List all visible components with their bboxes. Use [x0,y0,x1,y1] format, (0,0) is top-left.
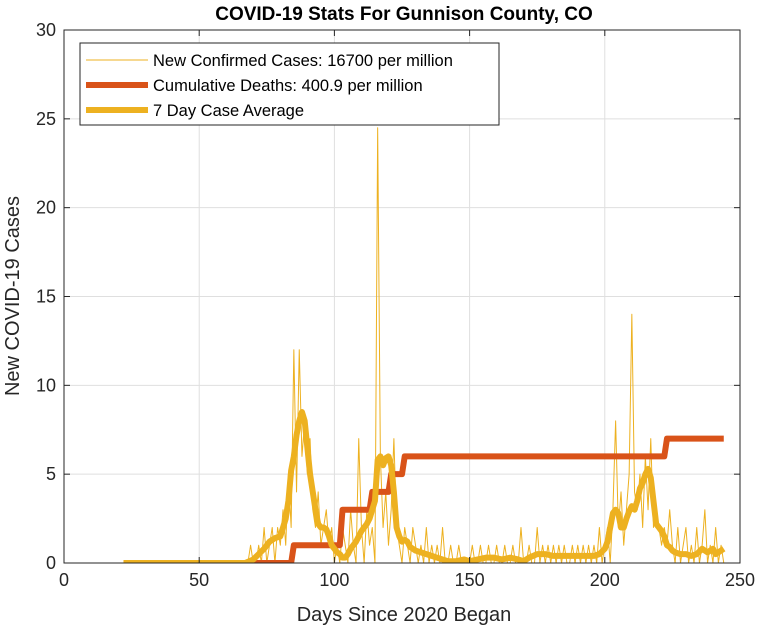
series-1-line [123,127,725,563]
x-tick-label: 250 [725,570,755,590]
y-tick-label: 25 [36,109,56,129]
legend: New Confirmed Cases: 16700 per million Cu… [79,42,500,126]
axis-ticks: 0 50 100 150 200 250 0 5 10 15 20 25 30 [36,20,755,590]
legend-label: New Confirmed Cases: 16700 per million [153,52,453,70]
legend-items: New Confirmed Cases: 16700 per million Cu… [86,52,453,120]
y-axis-label: New COVID-19 Cases [2,196,24,396]
legend-label: 7 Day Case Average [153,102,304,120]
legend-label: Cumulative Deaths: 400.9 per million [153,77,423,95]
y-tick-label: 20 [36,198,56,218]
x-tick-label: 0 [59,570,69,590]
chart-title: COVID-19 Stats For Gunnison County, CO [215,4,593,25]
series-layer [123,127,726,563]
legend-box [79,42,500,126]
y-tick-label: 5 [46,464,56,484]
x-axis-label: Days Since 2020 Began [297,604,512,626]
y-tick-label: 30 [36,20,56,40]
x-tick-label: 50 [189,570,209,590]
series-2-line [123,435,724,563]
y-tick-label: 0 [46,553,56,573]
y-tick-label: 15 [36,287,56,307]
series-3-line [123,408,726,563]
y-tick-label: 10 [36,375,56,395]
x-tick-label: 100 [319,570,349,590]
x-tick-label: 200 [590,570,620,590]
x-tick-label: 150 [455,570,485,590]
